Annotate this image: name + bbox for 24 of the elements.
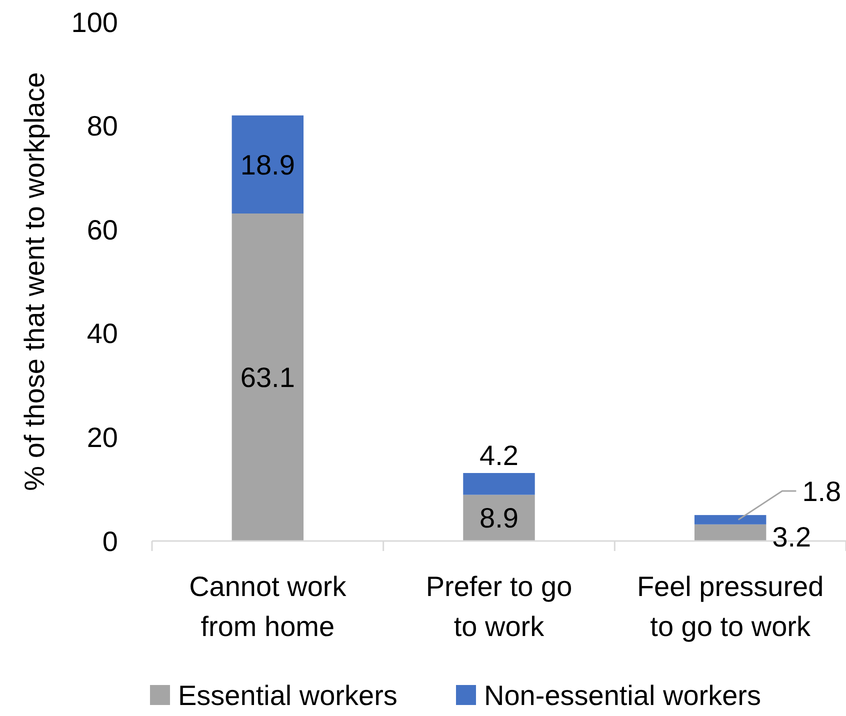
data-label: 8.9 — [480, 502, 518, 534]
bar — [694, 515, 766, 524]
y-tick-label: 20 — [86, 422, 118, 453]
bar — [463, 494, 535, 541]
bar — [232, 214, 304, 541]
data-label: 4.2 — [480, 440, 518, 472]
x-tick-label: Feel pressured to go to work — [636, 571, 824, 642]
y-tick-label: 100 — [71, 6, 118, 38]
data-label: 1.8 — [802, 476, 842, 507]
bar — [694, 524, 766, 541]
data-label: 63.1 — [240, 362, 295, 394]
x-tick-label: Prefer to go to work — [426, 571, 572, 642]
data-label: 3.2 — [772, 521, 812, 552]
y-tick-label: 60 — [86, 214, 118, 246]
y-tick-label: 80 — [86, 110, 118, 142]
bar — [463, 473, 535, 495]
y-tick-label: 40 — [86, 318, 118, 350]
bar — [232, 115, 304, 214]
data-label: 18.9 — [240, 149, 295, 180]
y-axis-title: % of those that went to workplace — [19, 72, 50, 491]
x-tick-label: Cannot work from home — [189, 571, 348, 642]
y-tick-label: 0 — [102, 526, 118, 557]
legend-label: Non-essential workers — [484, 680, 761, 711]
legend-label: Essential workers — [178, 680, 398, 711]
